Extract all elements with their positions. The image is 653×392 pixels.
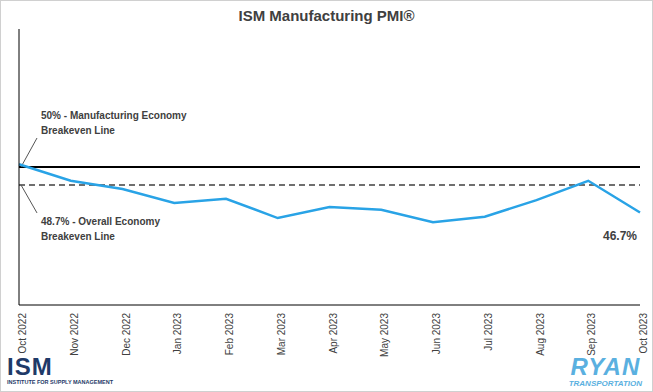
svg-text:Mar 2023: Mar 2023 <box>276 313 287 356</box>
svg-text:Dec 2022: Dec 2022 <box>121 313 132 356</box>
html-text:RYAN: RYAN <box>570 353 641 380</box>
svg-text:Jan 2023: Jan 2023 <box>172 313 183 355</box>
svg-text:Nov 2022: Nov 2022 <box>69 313 80 356</box>
svg-text:Oct 2022: Oct 2022 <box>17 313 28 354</box>
html-text:TRANSPORTATION: TRANSPORTATION <box>568 379 642 388</box>
svg-text:Apr 2023: Apr 2023 <box>328 313 339 354</box>
svg-text:48.7% - Overall Economy: 48.7% - Overall Economy <box>41 216 160 227</box>
svg-text:50% - Manufacturing Economy: 50% - Manufacturing Economy <box>41 110 187 121</box>
svg-text:Feb 2023: Feb 2023 <box>224 313 235 356</box>
svg-text:May 2023: May 2023 <box>379 313 390 357</box>
svg-text:Aug 2023: Aug 2023 <box>535 313 546 356</box>
svg-text:46.7%: 46.7% <box>603 229 637 243</box>
html-text:ISM Manufacturing PMI®: ISM Manufacturing PMI® <box>238 7 415 24</box>
svg-text:Oct 2023: Oct 2023 <box>638 313 645 354</box>
svg-text:Jul 2023: Jul 2023 <box>483 313 494 351</box>
svg-text:Breakeven Line: Breakeven Line <box>41 125 115 136</box>
html-text:INSTITUTE FOR SUPPLY MANAGEMEN: INSTITUTE FOR SUPPLY MANAGEMENT <box>7 379 113 385</box>
svg-text:Breakeven Line: Breakeven Line <box>41 231 115 242</box>
svg-text:Sep 2023: Sep 2023 <box>586 313 597 356</box>
html-text:ISM: ISM <box>7 353 53 380</box>
svg-text:Jun 2023: Jun 2023 <box>431 313 442 355</box>
